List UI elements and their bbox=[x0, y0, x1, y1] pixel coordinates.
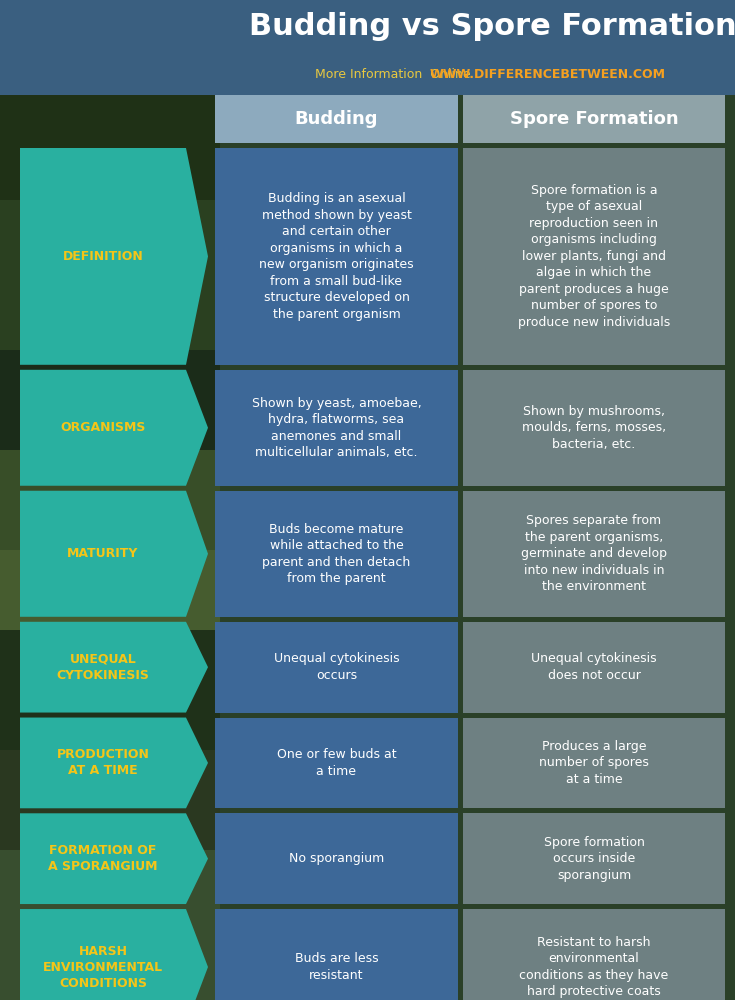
Polygon shape bbox=[20, 148, 208, 365]
Bar bbox=[463, 718, 725, 808]
Polygon shape bbox=[20, 491, 208, 617]
Text: Buds are less
resistant: Buds are less resistant bbox=[295, 952, 379, 982]
Text: FORMATION OF
A SPORANGIUM: FORMATION OF A SPORANGIUM bbox=[49, 844, 158, 873]
Text: MATURITY: MATURITY bbox=[68, 547, 139, 560]
Polygon shape bbox=[20, 622, 208, 713]
Polygon shape bbox=[20, 370, 208, 486]
Bar bbox=[215, 622, 458, 713]
Bar bbox=[0, 750, 220, 850]
Text: DEFINITION: DEFINITION bbox=[62, 250, 143, 263]
Text: Budding: Budding bbox=[295, 110, 379, 128]
Bar bbox=[463, 813, 725, 904]
Bar bbox=[215, 909, 458, 1000]
Bar bbox=[0, 630, 220, 750]
Bar bbox=[215, 491, 458, 617]
Bar bbox=[463, 148, 725, 365]
Text: Buds become mature
while attached to the
parent and then detach
from the parent: Buds become mature while attached to the… bbox=[262, 523, 411, 585]
Bar bbox=[215, 148, 458, 365]
Bar bbox=[0, 450, 220, 550]
Polygon shape bbox=[20, 718, 208, 808]
Text: One or few buds at
a time: One or few buds at a time bbox=[276, 748, 396, 778]
Text: Budding vs Spore Formation: Budding vs Spore Formation bbox=[248, 12, 735, 41]
Text: Unequal cytokinesis
does not occur: Unequal cytokinesis does not occur bbox=[531, 652, 657, 682]
Bar bbox=[463, 909, 725, 1000]
Bar bbox=[0, 550, 220, 630]
Bar bbox=[0, 0, 735, 95]
Text: Produces a large
number of spores
at a time: Produces a large number of spores at a t… bbox=[539, 740, 649, 786]
Bar bbox=[215, 95, 458, 143]
Polygon shape bbox=[20, 813, 208, 904]
Text: Spore formation
occurs inside
sporangium: Spore formation occurs inside sporangium bbox=[544, 836, 645, 882]
Bar bbox=[215, 718, 458, 808]
Text: PRODUCTION
AT A TIME: PRODUCTION AT A TIME bbox=[57, 748, 149, 777]
Text: Unequal cytokinesis
occurs: Unequal cytokinesis occurs bbox=[273, 652, 399, 682]
Text: UNEQUAL
CYTOKINESIS: UNEQUAL CYTOKINESIS bbox=[57, 653, 149, 682]
Text: ORGANISMS: ORGANISMS bbox=[60, 421, 146, 434]
Bar bbox=[463, 370, 725, 486]
Text: More Information  Online: More Information Online bbox=[315, 68, 471, 81]
Bar bbox=[215, 813, 458, 904]
Bar bbox=[0, 350, 220, 450]
Text: Spore formation is a
type of asexual
reproduction seen in
organisms including
lo: Spore formation is a type of asexual rep… bbox=[518, 184, 670, 329]
Text: Shown by yeast, amoebae,
hydra, flatworms, sea
anemones and small
multicellular : Shown by yeast, amoebae, hydra, flatworm… bbox=[251, 397, 421, 459]
Bar bbox=[215, 370, 458, 486]
Text: WWW.DIFFERENCEBETWEEN.COM: WWW.DIFFERENCEBETWEEN.COM bbox=[429, 68, 666, 81]
Bar bbox=[0, 850, 220, 1000]
Bar bbox=[0, 0, 220, 200]
Text: Shown by mushrooms,
moulds, ferns, mosses,
bacteria, etc.: Shown by mushrooms, moulds, ferns, mosse… bbox=[522, 405, 666, 451]
Polygon shape bbox=[20, 909, 208, 1000]
Text: Budding is an asexual
method shown by yeast
and certain other
organisms in which: Budding is an asexual method shown by ye… bbox=[259, 192, 414, 321]
Text: HARSH
ENVIRONMENTAL
CONDITIONS: HARSH ENVIRONMENTAL CONDITIONS bbox=[43, 945, 163, 990]
Bar bbox=[463, 491, 725, 617]
Text: Spores separate from
the parent organisms,
germinate and develop
into new indivi: Spores separate from the parent organism… bbox=[521, 514, 667, 593]
Text: No sporangium: No sporangium bbox=[289, 852, 384, 865]
Bar bbox=[463, 622, 725, 713]
Text: Spore Formation: Spore Formation bbox=[509, 110, 678, 128]
Bar bbox=[0, 200, 220, 350]
Text: Resistant to harsh
environmental
conditions as they have
hard protective coats: Resistant to harsh environmental conditi… bbox=[520, 936, 669, 998]
Bar bbox=[463, 95, 725, 143]
